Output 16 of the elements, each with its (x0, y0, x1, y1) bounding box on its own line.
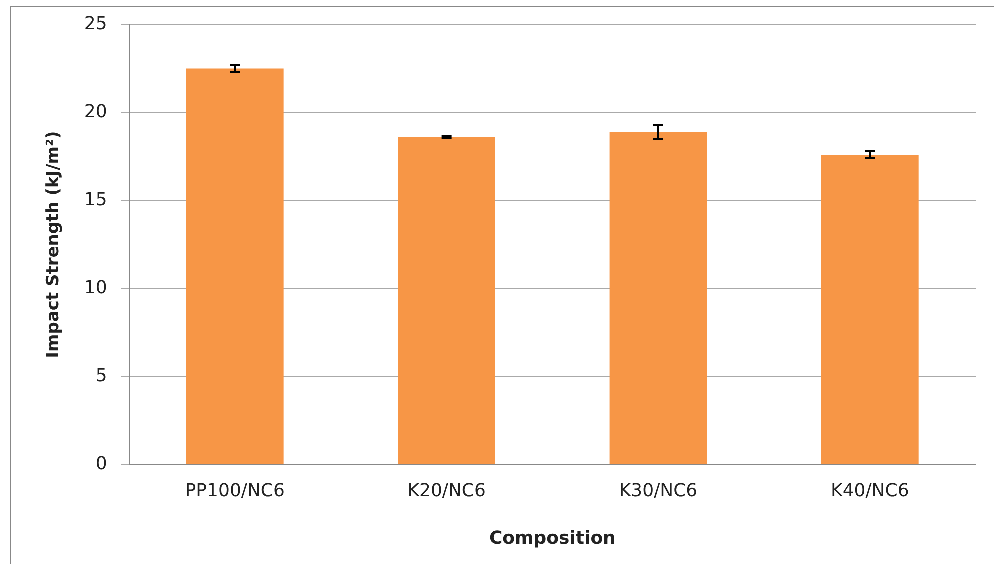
x-tick-label: K30/NC6 (619, 480, 698, 502)
x-tick-label: K20/NC6 (408, 480, 486, 502)
x-axis-title: Composition (489, 528, 616, 549)
y-axis-title: Impact Strength (kJ/m²) (44, 131, 64, 358)
x-tick-label: K40/NC6 (831, 480, 910, 502)
y-tick-label: 0 (96, 453, 108, 474)
bar (610, 132, 708, 464)
bar (398, 137, 496, 464)
bar (821, 155, 919, 464)
y-tick-label: 10 (84, 277, 108, 298)
bar (186, 68, 284, 464)
y-tick-label: 25 (84, 13, 108, 34)
y-tick-label: 20 (84, 101, 108, 122)
y-tick-label: 15 (84, 189, 108, 210)
y-tick-label: 5 (96, 365, 108, 386)
x-tick-label: PP100/NC6 (185, 480, 285, 502)
